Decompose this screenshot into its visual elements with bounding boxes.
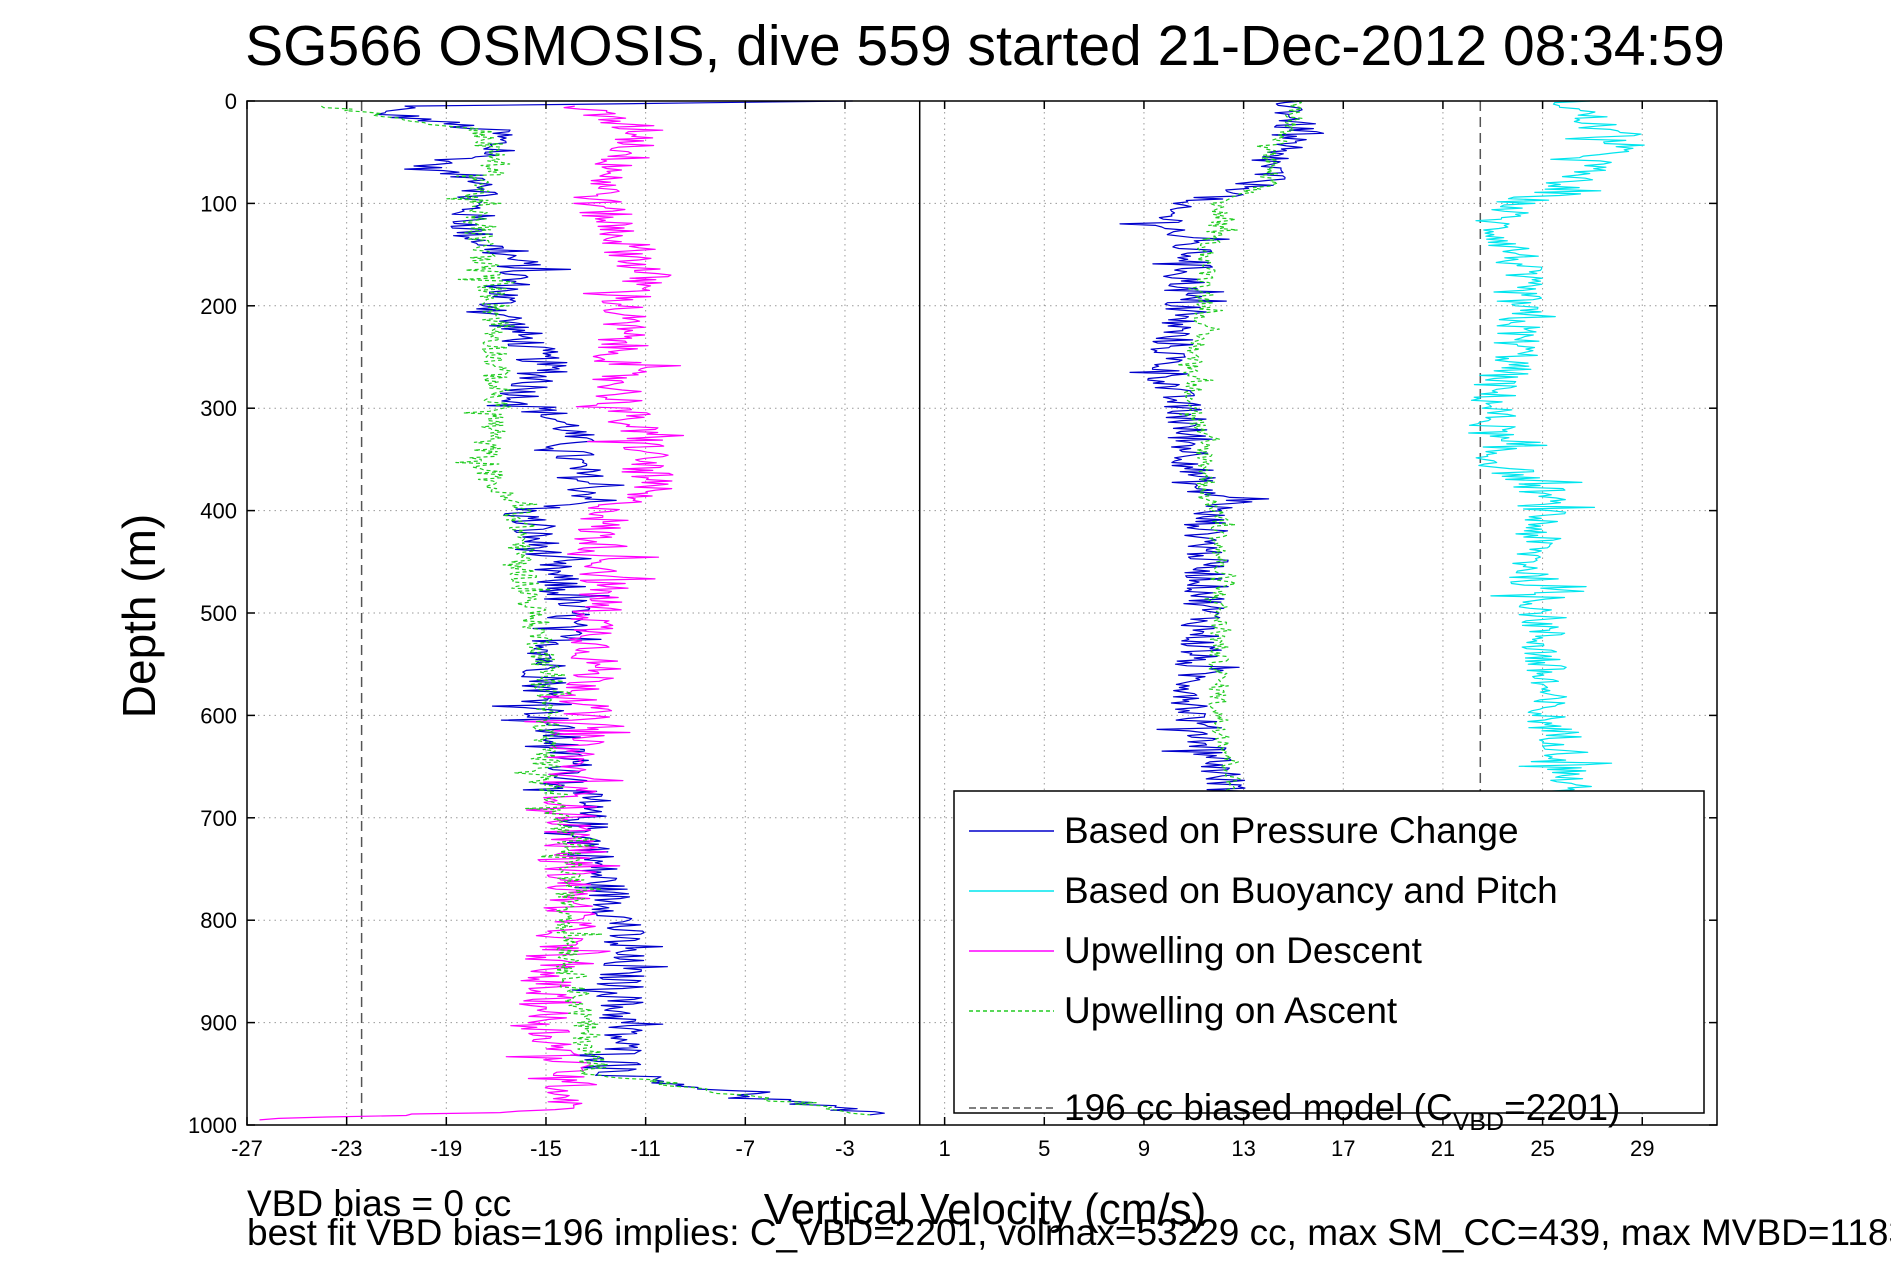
- legend-box: [953, 790, 1705, 1114]
- x-tick-label: -3: [835, 1136, 855, 1161]
- y-tick-label: 500: [200, 601, 237, 626]
- x-tick-label: 29: [1630, 1136, 1654, 1161]
- chart-title: SG566 OSMOSIS, dive 559 started 21-Dec-2…: [245, 14, 1725, 78]
- x-tick-label: 21: [1431, 1136, 1455, 1161]
- x-tick-label: 9: [1138, 1136, 1150, 1161]
- y-tick-label: 100: [200, 191, 237, 216]
- x-tick-label: -19: [430, 1136, 462, 1161]
- y-axis-label: Depth (m): [113, 514, 165, 718]
- y-tick-label: 200: [200, 294, 237, 319]
- series-layer: [259, 100, 1645, 1121]
- y-tick-label: 900: [200, 1011, 237, 1036]
- footer-best-fit: best fit VBD bias=196 implies: C_VBD=220…: [247, 1212, 1891, 1253]
- y-tick-label: 1000: [188, 1113, 237, 1138]
- axis-ticks: -27 -23 -19 -15 -11 -7 -3 1 5 9 13 17 21 25 29 0 100 200 3…: [188, 89, 1717, 1161]
- x-tick-label: 17: [1331, 1136, 1355, 1161]
- x-tick-label: 5: [1038, 1136, 1050, 1161]
- legend-label: Based on Buoyancy and Pitch: [1064, 870, 1558, 911]
- y-tick-label: 600: [200, 703, 237, 728]
- legend-label: Upwelling on Ascent: [1064, 990, 1398, 1031]
- series-line-2: [259, 105, 685, 1121]
- x-tick-label: -11: [631, 1136, 661, 1161]
- legend-label: Upwelling on Descent: [1064, 930, 1423, 971]
- y-tick-label: 0: [225, 89, 237, 114]
- x-tick-label: -7: [736, 1136, 756, 1161]
- x-tick-label: 25: [1530, 1136, 1554, 1161]
- x-tick-label: -15: [530, 1136, 562, 1161]
- series-line-3: [320, 105, 870, 1116]
- x-axis-label: Vertical Velocity (cm/s): [764, 1185, 1207, 1234]
- x-tick-label: 13: [1231, 1136, 1255, 1161]
- legend-label: Based on Pressure Change: [1064, 810, 1519, 851]
- y-tick-label: 700: [200, 806, 237, 831]
- series-line-1: [1468, 100, 1645, 798]
- x-tick-label: -23: [331, 1136, 363, 1161]
- series-line-0: [375, 100, 885, 1116]
- y-tick-label: 400: [200, 499, 237, 524]
- series-line-0: [1119, 100, 1325, 798]
- y-tick-label: 300: [200, 396, 237, 421]
- footer-vbd-bias: VBD bias = 0 cc: [247, 1183, 512, 1224]
- y-tick-label: 800: [200, 908, 237, 933]
- x-tick-label: 1: [939, 1136, 951, 1161]
- series-line-3: [1176, 100, 1303, 798]
- legend: Based on Pressure Change Based on Buoyanc…: [953, 790, 1705, 1136]
- x-tick-label: -27: [231, 1136, 263, 1161]
- legend-label-model: 196 cc biased model (CVBD=2201): [1064, 1087, 1620, 1136]
